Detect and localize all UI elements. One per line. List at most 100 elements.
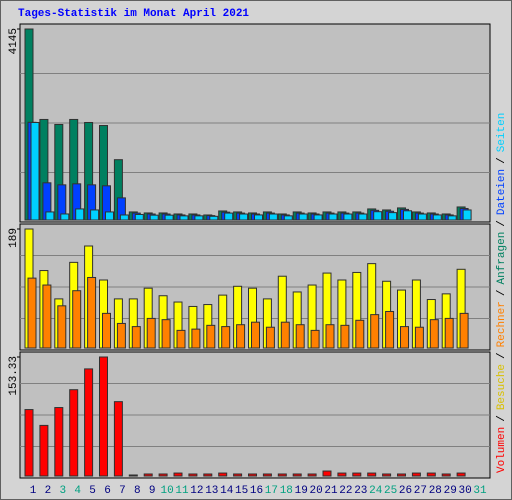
bar (143, 473, 153, 477)
chart-title: Tages-Statistik im Monat April 2021 (18, 8, 249, 20)
bar (72, 290, 82, 349)
bar (313, 214, 323, 221)
bar (283, 215, 293, 221)
x-tick-label: 8 (134, 485, 141, 497)
x-tick-label: 20 (309, 485, 322, 497)
bar (251, 321, 260, 349)
bar (45, 211, 55, 221)
x-tick-label: 14 (220, 485, 234, 497)
bar (444, 317, 454, 349)
bar (233, 473, 243, 477)
legend-entry: Seiten (496, 113, 508, 153)
bar (262, 473, 272, 477)
bar (158, 473, 168, 477)
bar (295, 324, 305, 349)
bar (340, 324, 350, 349)
x-tick-label: 31 (473, 485, 487, 497)
bar (382, 473, 392, 477)
x-tick-label: 30 (458, 485, 471, 497)
bar (343, 213, 353, 221)
bar (462, 209, 472, 221)
bar (99, 356, 108, 477)
legend-separator: / (496, 220, 508, 227)
y-tick-label: 4145 (8, 28, 20, 54)
bar (102, 312, 111, 349)
bar (373, 211, 383, 221)
bar (87, 276, 97, 349)
bar (27, 277, 37, 349)
x-tick-label: 23 (354, 485, 367, 497)
bar (188, 473, 198, 477)
bar (254, 214, 263, 221)
x-tick-label: 15 (235, 485, 248, 497)
legend-entry: Besuche (496, 364, 508, 410)
bar (203, 473, 213, 477)
bar (221, 326, 231, 349)
bar (268, 213, 278, 221)
bar (24, 409, 34, 477)
bar (358, 213, 368, 221)
legend-separator: / (496, 352, 508, 359)
bar (456, 472, 466, 477)
bar (325, 324, 335, 349)
x-tick-label: 1 (30, 485, 37, 497)
x-tick-label: 27 (414, 485, 427, 497)
bar (236, 324, 246, 349)
bar (209, 215, 219, 221)
x-tick-label: 24 (369, 485, 383, 497)
x-tick-label: 21 (324, 485, 338, 497)
bar (248, 473, 257, 477)
bar (90, 209, 100, 221)
x-tick-label: 28 (429, 485, 442, 497)
x-tick-label: 3 (59, 485, 66, 497)
x-tick-label: 25 (384, 485, 397, 497)
y-tick-label: 153.33 (8, 356, 20, 396)
bar (400, 326, 409, 349)
bar (355, 319, 365, 349)
bar (116, 322, 126, 349)
legend-entry: Volumen (496, 427, 508, 473)
x-tick-label: 18 (280, 485, 293, 497)
bar (54, 407, 64, 477)
bar (385, 310, 395, 349)
legend-separator: / (496, 415, 508, 422)
bar (69, 389, 79, 477)
bar (179, 215, 189, 221)
bar (134, 213, 144, 221)
x-tick-label: 26 (399, 485, 412, 497)
bar (105, 211, 114, 221)
bar (411, 472, 421, 477)
x-tick-label: 2 (45, 485, 52, 497)
x-tick-label: 11 (175, 485, 189, 497)
bar (164, 214, 174, 221)
bar (239, 213, 249, 221)
legend-entry: Dateien (496, 169, 508, 215)
bar (352, 472, 362, 477)
bar (441, 473, 451, 477)
bar (397, 473, 406, 477)
bar (75, 208, 85, 221)
bar (403, 210, 412, 221)
bar (119, 214, 129, 221)
bar (173, 472, 183, 477)
legend-separator: / (496, 157, 508, 164)
bar (429, 319, 439, 349)
bar (146, 317, 156, 349)
bar (57, 305, 67, 349)
bar (459, 312, 469, 349)
bar (277, 473, 287, 477)
bar (414, 326, 424, 349)
bar (194, 215, 204, 221)
legend-entry: Anfragen (496, 232, 508, 285)
x-tick-label: 29 (444, 485, 457, 497)
x-tick-label: 6 (104, 485, 111, 497)
x-tick-label: 4 (74, 485, 81, 497)
bar (128, 474, 138, 477)
bar (113, 401, 123, 477)
legend-entry: Rechner (496, 301, 508, 347)
x-tick-label: 16 (250, 485, 263, 497)
legend-separator: / (496, 290, 508, 297)
bar (206, 324, 216, 349)
x-tick-label: 10 (160, 485, 173, 497)
